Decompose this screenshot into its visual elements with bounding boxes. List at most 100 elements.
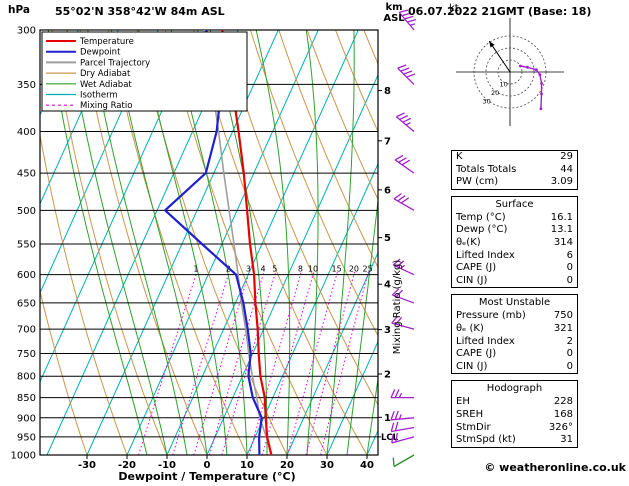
stat-row: θₑ (K) 321 (452, 323, 577, 336)
wind-barb (394, 154, 415, 174)
svg-text:450: 450 (17, 169, 36, 180)
svg-text:550: 550 (17, 239, 36, 250)
stat-label: K (456, 151, 463, 162)
svg-text:20: 20 (491, 89, 499, 97)
hodograph-ring (497, 59, 523, 85)
stat-value: 0 (566, 348, 573, 360)
stat-value: 13.1 (550, 224, 573, 236)
svg-text:4: 4 (261, 265, 266, 274)
svg-text:800: 800 (17, 372, 36, 383)
stat-row: StmDir 326° (452, 422, 577, 435)
altitude-unit-line: km (385, 2, 403, 13)
altitude-unit-line: ASL (383, 13, 405, 24)
altitude-axis-unit: km ASL (380, 2, 408, 24)
svg-text:LCL: LCL (381, 433, 399, 443)
stat-row: K 29 (452, 151, 577, 164)
stat-label: EH (456, 396, 470, 408)
hodograph-trace (520, 65, 543, 109)
stats-box: Most Unstable Pressure (mb) 750 θₑ (K) 321 Li… (451, 294, 578, 375)
stat-row: EH 228 (452, 396, 577, 409)
stats-box: K 29 Totals Totals 44 PW (cm) 3.09 (451, 150, 578, 190)
svg-text:10: 10 (240, 460, 254, 471)
stat-label: Pressure (mb) (456, 310, 526, 322)
wind-barb (392, 454, 415, 468)
wind-barb (392, 258, 415, 276)
svg-text:-30: -30 (78, 460, 96, 471)
stat-row: StmSpd (kt) 31 (452, 434, 577, 447)
stat-label: StmDir (456, 421, 491, 433)
stat-value: 0 (566, 360, 573, 372)
stat-row: Lifted Index 2 (452, 336, 577, 349)
svg-text:20: 20 (349, 265, 359, 274)
stat-value: 168 (553, 408, 573, 420)
stat-value: 29 (560, 151, 573, 162)
stat-label: Totals Totals (456, 163, 517, 175)
svg-text:Temperature: Temperature (79, 37, 134, 47)
stat-value: 6 (566, 249, 573, 261)
svg-text:3: 3 (384, 325, 391, 336)
stat-row: CIN (J) 0 (452, 361, 577, 374)
stat-value: 0 (566, 274, 573, 286)
stat-row: Temp (°C) 16.1 (452, 212, 577, 225)
svg-text:40: 40 (360, 460, 374, 471)
storm-motion-vector (488, 40, 511, 73)
svg-text:900: 900 (17, 413, 36, 424)
stat-label: Dewp (°C) (456, 224, 508, 236)
stat-label: θₑ(K) (456, 236, 481, 248)
wind-barb (391, 432, 415, 444)
hodograph-ring (473, 35, 547, 109)
svg-text:650: 650 (17, 298, 36, 309)
svg-text:25: 25 (363, 265, 373, 274)
svg-text:3: 3 (246, 265, 251, 274)
svg-text:2: 2 (384, 370, 391, 381)
svg-text:Mixing Ratio: Mixing Ratio (80, 101, 132, 111)
svg-text:30: 30 (320, 460, 334, 471)
svg-text:500: 500 (17, 206, 36, 217)
stat-label: CAPE (J) (456, 348, 497, 360)
stat-row: PW (cm) 3.09 (452, 176, 577, 189)
svg-text:10: 10 (308, 265, 318, 274)
svg-text:7: 7 (384, 136, 391, 147)
wind-barb (390, 421, 415, 433)
stat-value: 750 (553, 310, 573, 322)
stat-row: SREH 168 (452, 409, 577, 422)
svg-text:Parcel Trajectory: Parcel Trajectory (80, 58, 150, 68)
svg-text:8: 8 (298, 265, 303, 274)
stat-label: Temp (°C) (456, 211, 506, 223)
svg-text:850: 850 (17, 393, 36, 404)
svg-text:750: 750 (17, 349, 36, 360)
wind-barb (397, 64, 416, 85)
copyright: © weatheronline.co.uk (484, 461, 626, 474)
x-axis-label: Dewpoint / Temperature (°C) (118, 470, 296, 483)
wind-barb (393, 193, 415, 211)
stat-label: Lifted Index (456, 249, 515, 261)
svg-text:300: 300 (17, 26, 36, 37)
svg-text:8: 8 (384, 86, 391, 97)
svg-text:600: 600 (17, 270, 36, 281)
svg-text:5: 5 (384, 233, 391, 244)
stat-value: 0 (566, 262, 573, 274)
stats-box: Surface Temp (°C) 16.1 Dewp (°C) 13.1 θₑ(K) 31… (451, 195, 578, 289)
hodograph-ring (485, 47, 535, 97)
hodograph-unit-label: kt (449, 3, 459, 14)
stat-label: Lifted Index (456, 335, 515, 347)
stat-row: Pressure (mb) 750 (452, 310, 577, 323)
svg-text:350: 350 (17, 80, 36, 91)
stats-box: Hodograph EH 228 SREH 168 StmDir 326° StmSpd (k… (451, 380, 578, 448)
svg-text:5: 5 (272, 265, 277, 274)
wind-barb (390, 410, 415, 421)
svg-text:2: 2 (226, 265, 231, 274)
svg-text:0: 0 (204, 460, 211, 471)
stat-row: CAPE (J) 0 (452, 262, 577, 275)
mixing-ratio-axis-label: Mixing Ratio (g/kg) (392, 259, 403, 355)
storm-vector-arrowhead (489, 41, 495, 48)
svg-text:700: 700 (17, 325, 36, 336)
stat-value: 31 (560, 434, 573, 446)
svg-text:Isotherm: Isotherm (80, 91, 118, 101)
svg-text:Wet Adiabat: Wet Adiabat (80, 80, 132, 90)
stat-label: StmSpd (kt) (456, 434, 516, 446)
stat-row: CAPE (J) 0 (452, 348, 577, 361)
stat-value: 2 (566, 335, 573, 347)
svg-text:Dry Adiabat: Dry Adiabat (80, 69, 131, 79)
stat-value: 314 (553, 236, 573, 248)
